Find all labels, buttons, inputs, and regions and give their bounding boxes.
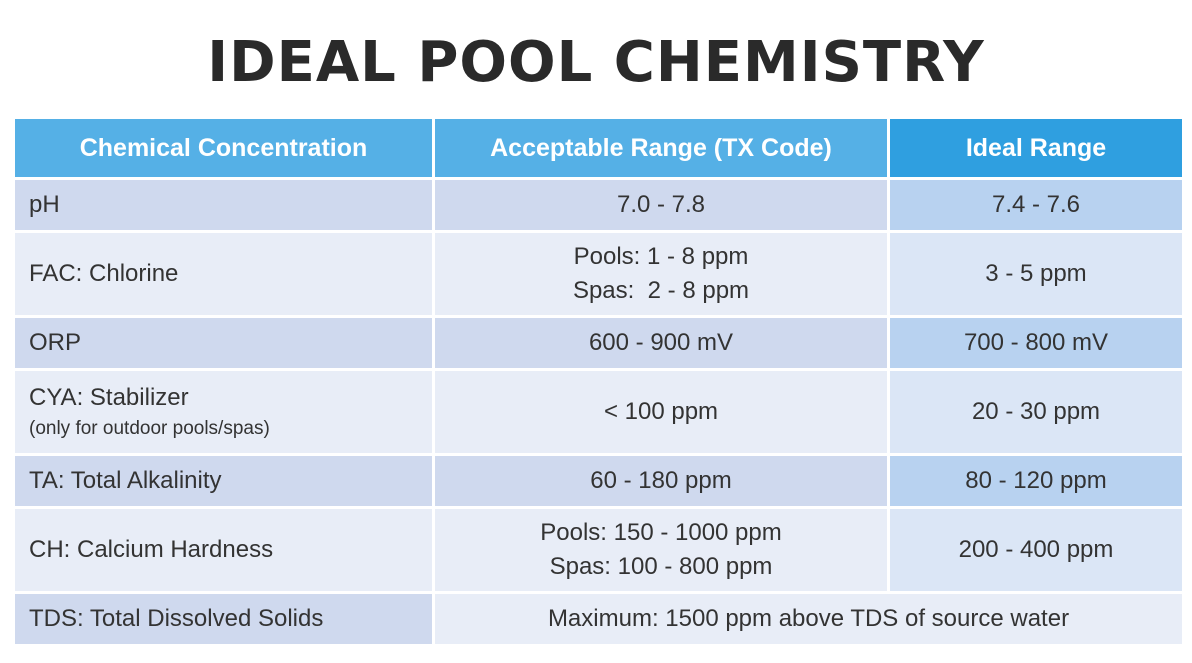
table-row-chlorine: FAC: Chlorine Pools: 1 - 8 ppm Spas: 2 -…: [12, 230, 1185, 318]
merged-range: Maximum: 1500 ppm above TDS of source wa…: [432, 591, 1185, 647]
acceptable-range: 7.0 - 7.8: [432, 177, 890, 233]
table-header-row: Chemical Concentration Acceptable Range …: [12, 116, 1185, 180]
table-row-cya: CYA: Stabilizer (only for outdoor pools/…: [12, 368, 1185, 456]
ideal-range: 80 - 120 ppm: [887, 453, 1185, 509]
page-title: IDEAL POOL CHEMISTRY: [207, 30, 985, 95]
row-label: TA: Total Alkalinity: [12, 453, 435, 509]
table-row-ch: CH: Calcium Hardness Pools: 150 - 1000 p…: [12, 506, 1185, 594]
table-row-ph: pH 7.0 - 7.8 7.4 - 7.6: [12, 177, 1185, 233]
row-label: CH: Calcium Hardness: [12, 506, 435, 594]
row-label-cell: CYA: Stabilizer (only for outdoor pools/…: [12, 368, 435, 456]
table-row-orp: ORP 600 - 900 mV 700 - 800 mV: [12, 315, 1185, 371]
chemistry-table: Chemical Concentration Acceptable Range …: [12, 116, 1185, 647]
row-label: TDS: Total Dissolved Solids: [12, 591, 435, 647]
ideal-range: 200 - 400 ppm: [887, 506, 1185, 594]
table-row-ta: TA: Total Alkalinity 60 - 180 ppm 80 - 1…: [12, 453, 1185, 509]
acceptable-range: Pools: 150 - 1000 ppm Spas: 100 - 800 pp…: [432, 506, 890, 594]
ideal-range: 7.4 - 7.6: [887, 177, 1185, 233]
column-header-chemical: Chemical Concentration: [12, 116, 435, 180]
acceptable-range: < 100 ppm: [432, 368, 890, 456]
row-sublabel: (only for outdoor pools/spas): [29, 418, 270, 439]
acceptable-range-pools: Pools: 1 - 8 ppm: [573, 243, 749, 270]
row-label: pH: [12, 177, 435, 233]
acceptable-range: Pools: 1 - 8 ppm Spas: 2 - 8 ppm: [432, 230, 890, 318]
ideal-range: 700 - 800 mV: [887, 315, 1185, 371]
ideal-range: 3 - 5 ppm: [887, 230, 1185, 318]
acceptable-range-pools: Pools: 150 - 1000 ppm: [540, 519, 782, 546]
ideal-range: 20 - 30 ppm: [887, 368, 1185, 456]
column-header-ideal: Ideal Range: [887, 116, 1185, 180]
table-row-tds: TDS: Total Dissolved Solids Maximum: 150…: [12, 591, 1185, 647]
acceptable-range-spas: Spas: 100 - 800 ppm: [549, 553, 773, 580]
row-label: CYA: Stabilizer: [29, 384, 189, 411]
acceptable-range: 60 - 180 ppm: [432, 453, 890, 509]
row-label: FAC: Chlorine: [12, 230, 435, 318]
acceptable-range-spas: Spas: 2 - 8 ppm: [572, 277, 750, 304]
row-label: ORP: [12, 315, 435, 371]
column-header-acceptable: Acceptable Range (TX Code): [432, 116, 890, 180]
acceptable-range: 600 - 900 mV: [432, 315, 890, 371]
